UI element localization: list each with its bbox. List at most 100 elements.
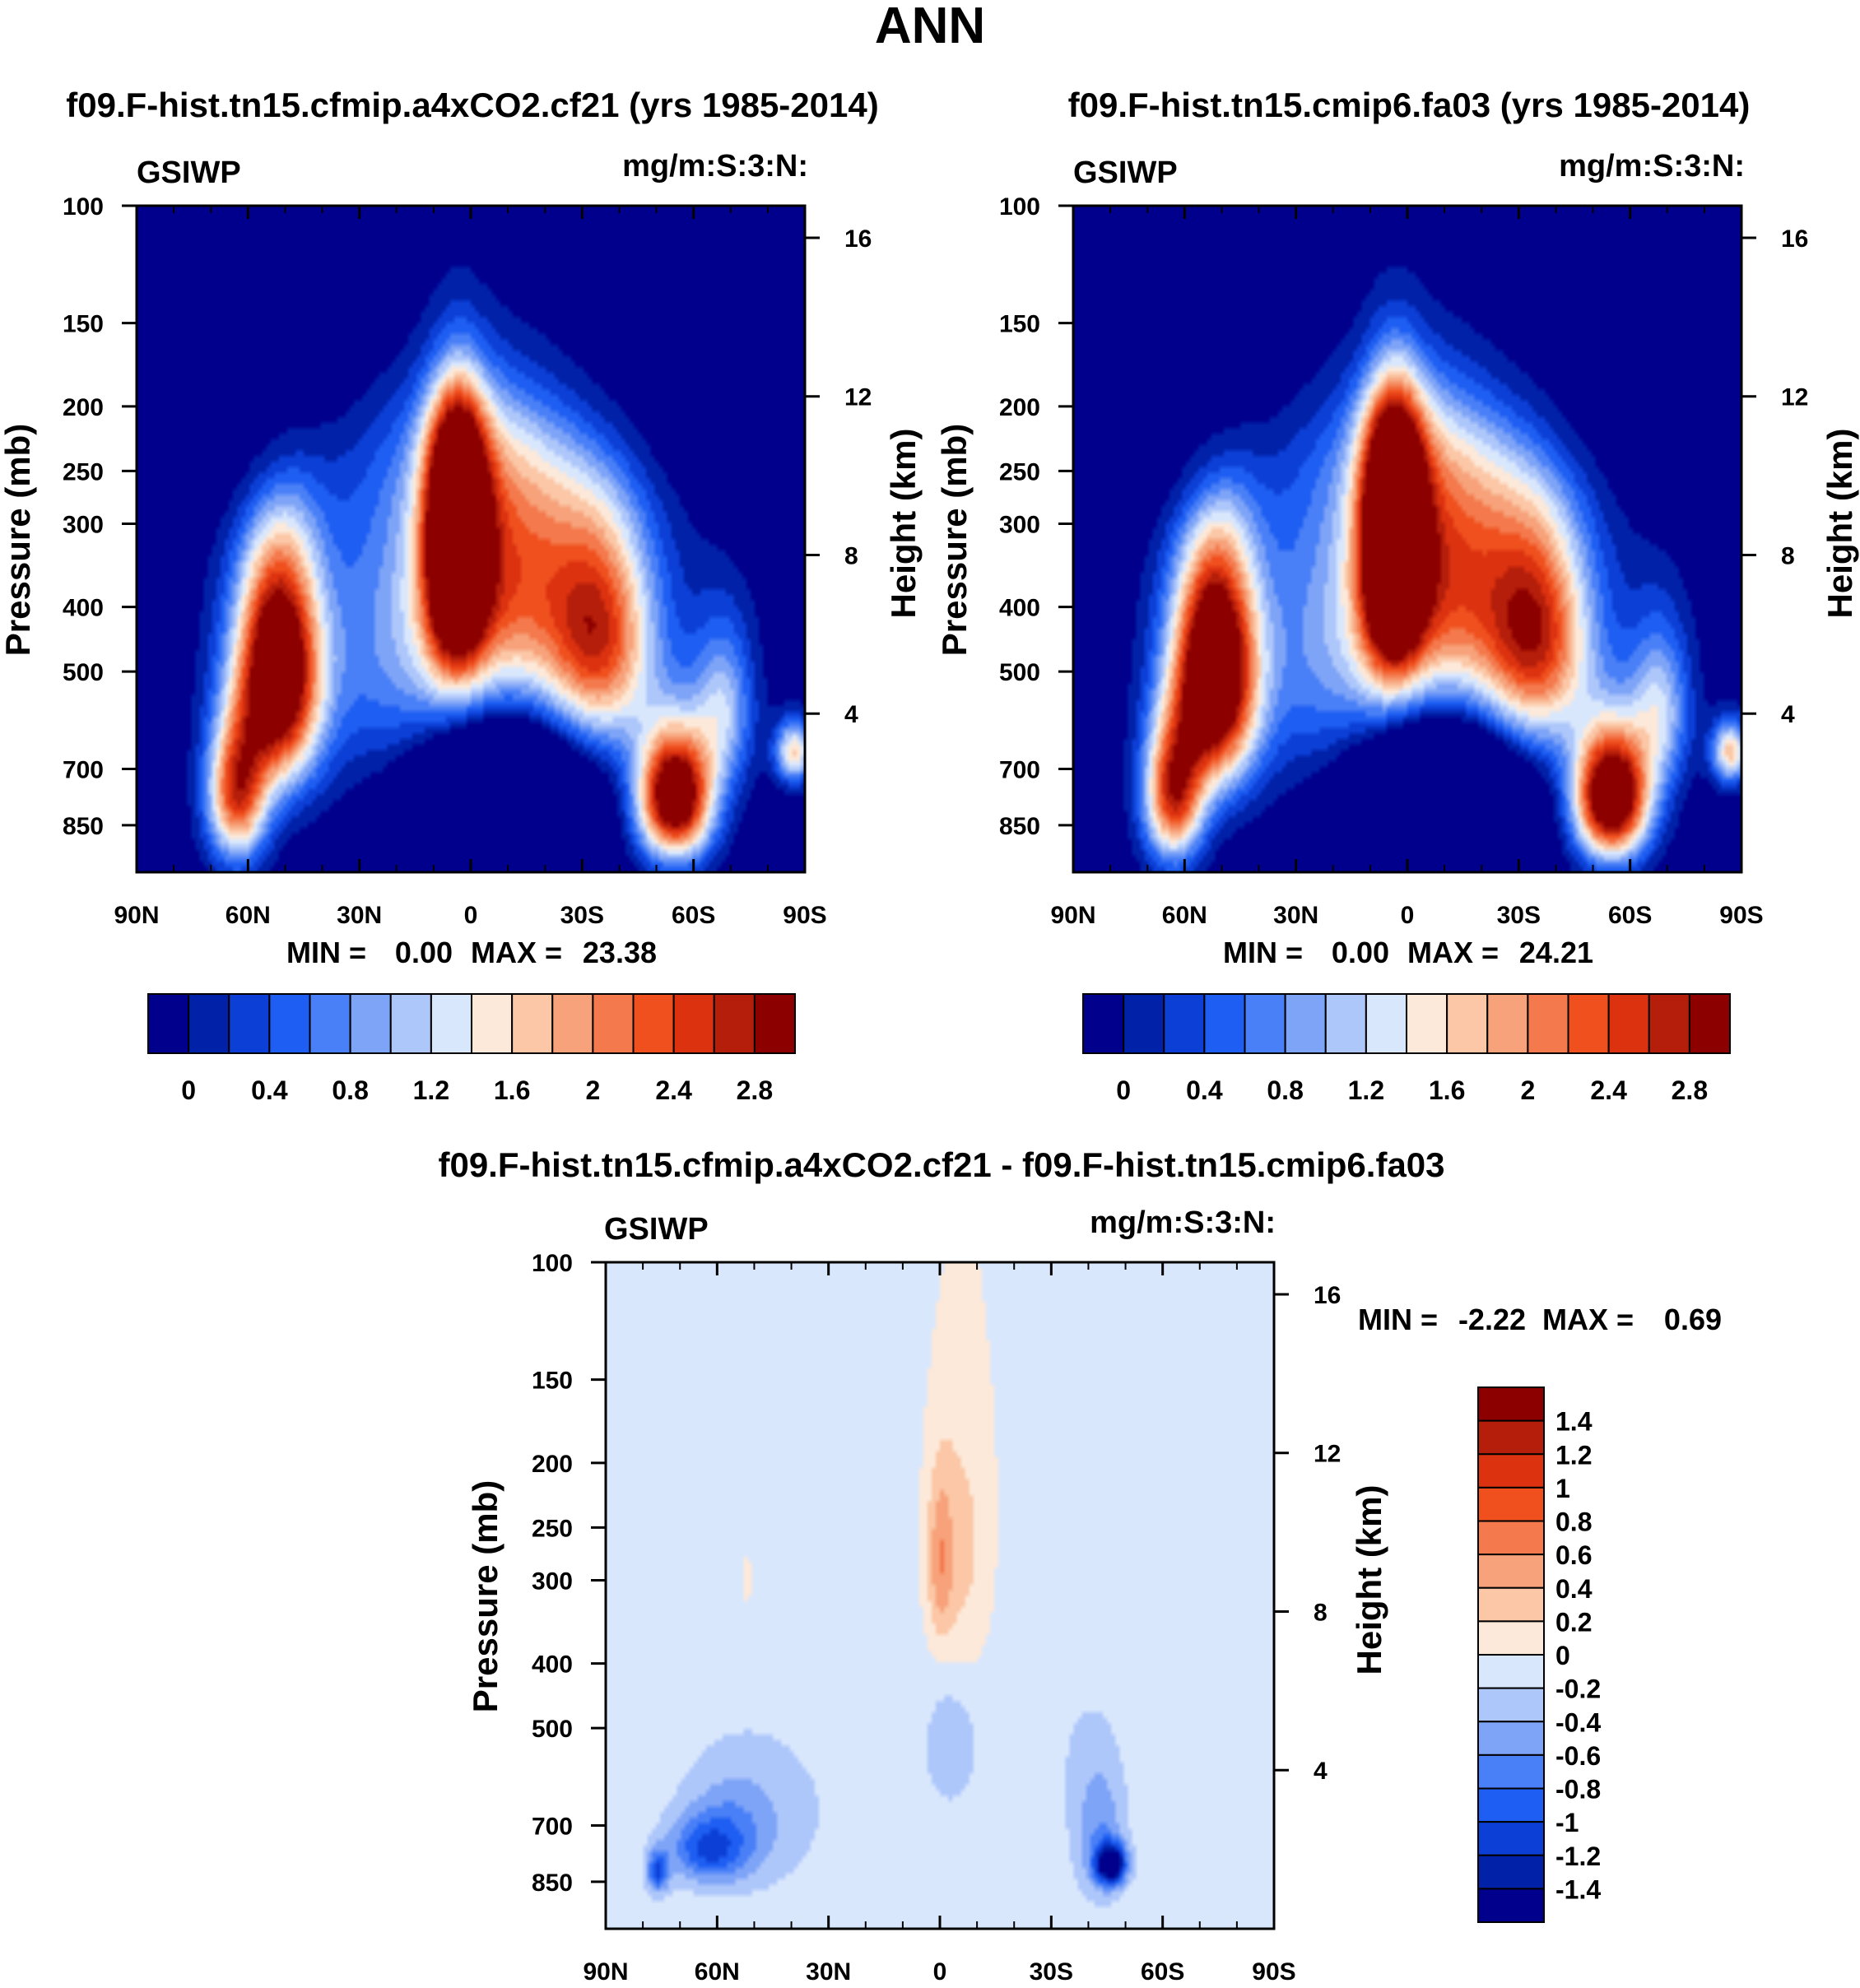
colorbar-swatch	[389, 993, 432, 1054]
units-label: mg/m:S:3:N:	[1559, 149, 1745, 183]
colorbar-swatch	[147, 993, 190, 1054]
colorbar-swatch	[1477, 1419, 1545, 1456]
colorbar-swatch	[1203, 993, 1246, 1054]
p-tick-label: 100	[63, 193, 104, 221]
p-tick-label: 300	[999, 511, 1040, 538]
colorbar-swatch	[1477, 1453, 1545, 1489]
y-axis-label: Pressure (mb)	[466, 1480, 505, 1712]
y-axis-label: Pressure (mb)	[935, 424, 974, 656]
x-tick-label: 60S	[1141, 1958, 1184, 1986]
colorbar-label: 0.8	[1267, 1075, 1303, 1105]
min-value: 0.00	[395, 936, 453, 969]
contour-plot: 90N 60N 30N 0 30S 60S 90S 100 150 200 250 300 400 500…	[63, 193, 872, 929]
colorbar: 0 0.4 0.8 1.2 1.6 2 2.4 2.8	[1082, 993, 1731, 1105]
colorbar-swatch	[1477, 1721, 1545, 1756]
height-tick-label: 4	[1314, 1758, 1328, 1785]
colorbar-label: 2.8	[1672, 1075, 1708, 1105]
p-tick-label: 200	[63, 394, 104, 421]
p-tick-label: 500	[532, 1716, 573, 1743]
colorbar-label: 0.4	[1555, 1574, 1593, 1604]
p-tick-label: 400	[63, 595, 104, 622]
x-tick-label: 0	[933, 1958, 947, 1986]
height-tick-label: 12	[1314, 1441, 1341, 1468]
x-tick-label: 90S	[1252, 1958, 1295, 1986]
colorbar-swatch	[551, 993, 594, 1054]
max-label: MAX =	[1407, 936, 1499, 969]
height-tick-label: 16	[1314, 1282, 1341, 1309]
p-tick-label: 500	[63, 659, 104, 686]
colorbar-swatch	[1324, 993, 1367, 1054]
colorbar: 1.41.2 1 0.80.6 0.40.2 0 -0.2-0.4 -0.6 -0.8 -1 -1…	[1477, 1386, 1601, 1923]
colorbar-swatch	[1477, 1486, 1545, 1522]
height-tick-label: 12	[1781, 384, 1808, 411]
contour-field	[606, 1262, 1274, 1929]
p-tick-label: 300	[63, 511, 104, 538]
colorbar-swatch	[1648, 993, 1690, 1054]
colorbar-label: 1.4	[1555, 1407, 1593, 1437]
colorbar-label: 0.4	[251, 1075, 288, 1105]
x-tick-label: 90S	[783, 902, 826, 929]
colorbar-swatch	[632, 993, 675, 1054]
p-tick-label: 100	[532, 1250, 573, 1277]
x-tick-label: 90S	[1719, 902, 1763, 929]
variable-label: GSIWP	[604, 1212, 709, 1247]
p-tick-label: 300	[532, 1568, 573, 1595]
colorbar-label: 2	[1520, 1075, 1535, 1105]
colorbar-swatch	[1477, 1554, 1545, 1589]
panel-title: f09.F-hist.tn15.cfmip.a4xCO2.cf21 - f09.…	[438, 1145, 1444, 1184]
colorbar-label: 2	[585, 1075, 600, 1105]
colorbar-swatch	[228, 993, 271, 1054]
x-tick-label: 60N	[695, 1958, 740, 1986]
colorbar-swatch	[1477, 1386, 1545, 1422]
x-tick-label: 90N	[114, 902, 159, 929]
panel-title: f09.F-hist.tn15.cmip6.fa03 (yrs 1985-201…	[1068, 86, 1751, 124]
max-label: MAX =	[471, 936, 562, 969]
max-value: 23.38	[583, 936, 657, 969]
y-axis-right-label: Height (km)	[1350, 1485, 1388, 1675]
colorbar-label: 2.4	[1590, 1075, 1627, 1105]
colorbar-label: -1.2	[1555, 1842, 1601, 1871]
colorbar-swatch	[1082, 993, 1125, 1054]
colorbar-swatch	[1477, 1787, 1545, 1823]
colorbar-swatch	[1365, 993, 1407, 1054]
colorbar-swatch	[1477, 1654, 1545, 1689]
x-tick-label: 90N	[1050, 902, 1095, 929]
colorbar-swatch	[309, 993, 351, 1054]
colorbar-label: 1	[1555, 1474, 1570, 1503]
p-tick-label: 400	[999, 595, 1040, 622]
p-tick-label: 150	[999, 311, 1040, 338]
colorbar-label: -1	[1555, 1808, 1579, 1837]
colorbar-label: 0	[1116, 1075, 1131, 1105]
colorbar-label: 0.2	[1555, 1607, 1592, 1637]
colorbar-swatch	[1446, 993, 1489, 1054]
colorbar-label: -1.4	[1555, 1874, 1601, 1904]
min-label: MIN =	[1223, 936, 1303, 969]
variable-label: GSIWP	[137, 156, 241, 190]
colorbar-swatch	[1527, 993, 1569, 1054]
x-tick-label: 0	[1401, 902, 1415, 929]
height-tick-label: 12	[844, 384, 872, 411]
y-axis-right-label: Height (km)	[884, 429, 923, 619]
min-value: 0.00	[1332, 936, 1389, 969]
p-tick-label: 100	[999, 193, 1040, 221]
colorbar-swatch	[672, 993, 715, 1054]
colorbar-label: 0.8	[1555, 1507, 1592, 1537]
min-label: MIN =	[286, 936, 366, 969]
colorbar-swatch	[753, 993, 796, 1054]
p-tick-label: 150	[532, 1368, 573, 1395]
colorbar-swatch	[1123, 993, 1165, 1054]
colorbar-label: -0.8	[1555, 1775, 1601, 1805]
colorbar-label: -0.6	[1555, 1741, 1601, 1771]
colorbar-label: 0	[1555, 1641, 1570, 1670]
colorbar-label: 1.6	[1429, 1075, 1465, 1105]
p-tick-label: 500	[999, 659, 1040, 686]
colorbar-swatch	[1406, 993, 1448, 1054]
colorbar-swatch	[1477, 1586, 1545, 1623]
max-value: 24.21	[1519, 936, 1593, 969]
height-tick-label: 8	[1314, 1599, 1328, 1626]
colorbar-label: 1.6	[494, 1075, 530, 1105]
x-tick-label: 30N	[806, 1958, 851, 1986]
p-tick-label: 850	[63, 813, 104, 840]
colorbar-label: 2.8	[737, 1075, 773, 1105]
x-tick-label: 30N	[337, 902, 382, 929]
